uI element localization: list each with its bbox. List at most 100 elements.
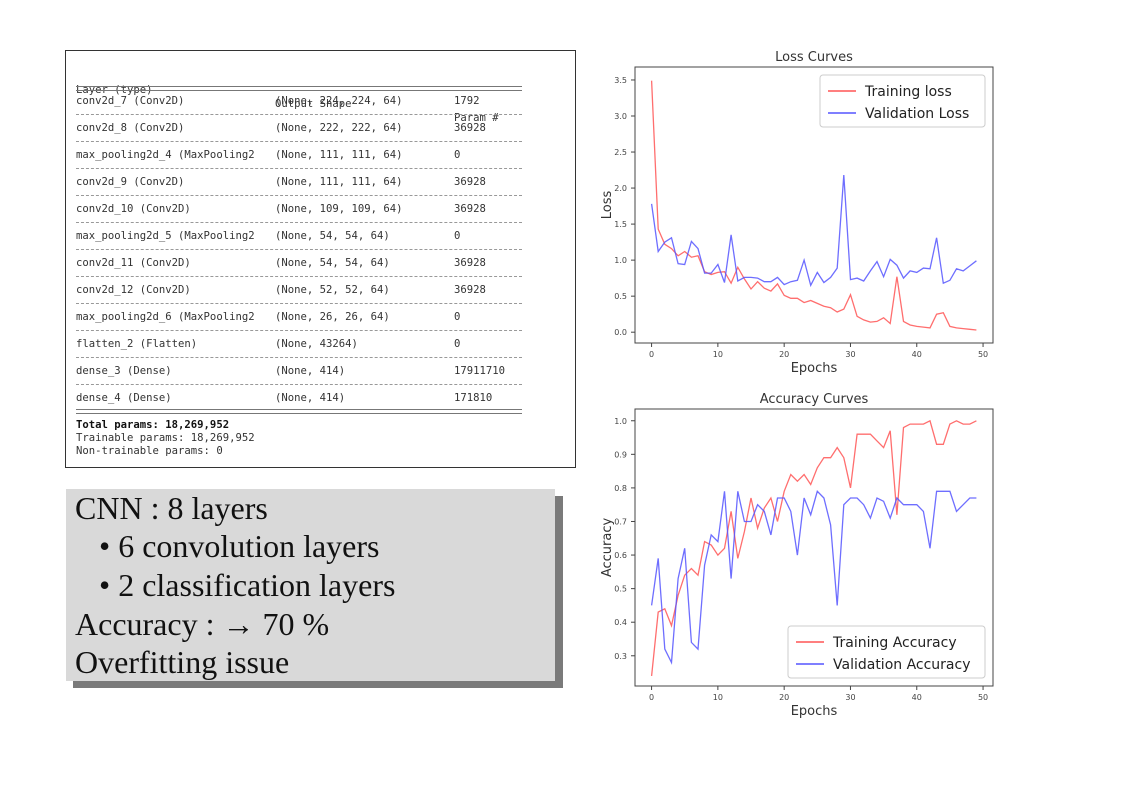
layer-name: conv2d_12 (Conv2D) (76, 284, 191, 296)
summary-row-divider (76, 168, 522, 169)
layer-name: conv2d_7 (Conv2D) (76, 95, 185, 107)
accuracy-y-tick-label: 0.3 (614, 652, 627, 661)
loss-x-tick-label: 10 (713, 350, 723, 359)
layer-output-shape: (None, 224, 224, 64) (275, 95, 403, 107)
layer-name: conv2d_11 (Conv2D) (76, 257, 191, 269)
loss-y-tick-label: 2.0 (614, 184, 627, 193)
summary-footer-divider (76, 409, 522, 414)
loss-x-tick-label: 20 (779, 350, 789, 359)
loss-y-tick-label: 3.5 (614, 76, 627, 85)
non-trainable-params: Non-trainable params: 0 (76, 445, 223, 457)
summary-row-divider (76, 357, 522, 358)
accuracy-y-tick-label: 0.9 (614, 450, 627, 459)
layer-output-shape: (None, 414) (275, 392, 346, 404)
loss-series-training-line (650, 80, 977, 331)
summary-layer-row: dense_3 (Dense) (None, 414) 17911710 (76, 364, 522, 378)
layer-output-shape: (None, 26, 26, 64) (275, 311, 390, 323)
accuracy-x-tick-label: 10 (713, 693, 723, 702)
accuracy-x-tick-label: 30 (845, 693, 855, 702)
notes-bullet-2: • 2 classification layers (99, 567, 396, 603)
layer-name: dense_4 (Dense) (76, 392, 172, 404)
layer-output-shape: (None, 109, 109, 64) (275, 203, 403, 215)
layer-output-shape: (None, 52, 52, 64) (275, 284, 390, 296)
loss-x-tick-label: 40 (912, 350, 922, 359)
layer-param-count: 1792 (454, 95, 480, 107)
summary-row-divider (76, 222, 522, 223)
layer-output-shape: (None, 54, 54, 64) (275, 230, 390, 242)
loss-y-axis-label: Loss (600, 191, 615, 220)
notes-issue: Overfitting issue (75, 644, 290, 680)
loss-plot-area (634, 66, 994, 344)
accuracy-x-tick-label: 0 (649, 693, 654, 702)
loss-y-tick-label: 1.5 (614, 220, 627, 229)
notes-box: CNN : 8 layers • 6 convolution layers • … (66, 489, 555, 681)
loss-legend-box (819, 74, 986, 128)
accuracy-x-tick-label: 40 (912, 693, 922, 702)
header-output-shape: Output Shape (275, 98, 352, 110)
total-params: Total params: 18,269,952 (76, 419, 230, 431)
summary-layer-row: conv2d_12 (Conv2D) (None, 52, 52, 64) 3692… (76, 283, 522, 297)
summary-layer-row: conv2d_8 (Conv2D) (None, 222, 222, 64) 369… (76, 121, 522, 135)
summary-layer-row: max_pooling2d_6 (MaxPooling2 (None, 26, 2… (76, 310, 522, 324)
layer-param-count: 0 (454, 149, 461, 161)
layer-param-count: 36928 (454, 257, 486, 269)
layer-output-shape: (None, 111, 111, 64) (275, 176, 403, 188)
notes-bullet-1-text: 6 convolution layers (118, 528, 380, 564)
layer-name: flatten_2 (Flatten) (76, 338, 198, 350)
layer-output-shape: (None, 111, 111, 64) (275, 149, 403, 161)
accuracy-legend-label: Validation Accuracy (833, 657, 971, 673)
summary-row-divider (76, 276, 522, 277)
accuracy-series-training-line (650, 419, 977, 676)
layer-param-count: 0 (454, 338, 461, 350)
loss-y-tick-label: 0.0 (614, 328, 627, 337)
summary-layer-row: conv2d_11 (Conv2D) (None, 54, 54, 64) 3692… (76, 256, 522, 270)
layer-name: max_pooling2d_4 (MaxPooling2 (76, 149, 255, 161)
summary-layer-row: conv2d_10 (Conv2D) (None, 109, 109, 64) 36… (76, 202, 522, 216)
accuracy-series-validation-line (650, 490, 977, 665)
layer-param-count: 36928 (454, 176, 486, 188)
accuracy-y-tick-label: 0.4 (614, 618, 627, 627)
accuracy-y-tick-label: 0.5 (614, 585, 627, 594)
summary-row-divider (76, 384, 522, 385)
accuracy-legend-label: Training Accuracy (832, 635, 957, 651)
layer-param-count: 36928 (454, 284, 486, 296)
accuracy-x-axis-label: Epochs (791, 704, 838, 719)
loss-y-tick-label: 1.0 (614, 256, 627, 265)
accuracy-y-tick-label: 0.7 (614, 517, 627, 526)
loss-y-tick-label: 2.5 (614, 148, 627, 157)
accuracy-chart-title: Accuracy Curves (760, 392, 869, 407)
layer-param-count: 171810 (454, 392, 493, 404)
layer-name: max_pooling2d_6 (MaxPooling2 (76, 311, 255, 323)
accuracy-y-tick-label: 1.0 (614, 417, 627, 426)
accuracy-legend-box (787, 625, 986, 679)
notes-accuracy: Accuracy : → 70 % (75, 606, 330, 642)
layer-param-count: 36928 (454, 203, 486, 215)
accuracy-y-tick-label: 0.6 (614, 551, 627, 560)
loss-series-validation-line (650, 175, 977, 288)
accuracy-plot-area (634, 408, 994, 687)
loss-legend-label: Training loss (864, 84, 952, 100)
loss-x-axis-label: Epochs (791, 361, 838, 376)
summary-header-divider (76, 86, 522, 91)
summary-row-divider (76, 249, 522, 250)
loss-y-tick-label: 0.5 (614, 292, 627, 301)
layer-param-count: 36928 (454, 122, 486, 134)
summary-header-row: Layer (type) Output Shape Param # (76, 69, 522, 124)
summary-row-divider (76, 114, 522, 115)
notes-bullet-1: • 6 convolution layers (99, 528, 380, 564)
loss-x-tick-label: 30 (845, 350, 855, 359)
summary-row-divider (76, 141, 522, 142)
layer-name: dense_3 (Dense) (76, 365, 172, 377)
summary-layer-row: max_pooling2d_4 (MaxPooling2 (None, 111, … (76, 148, 522, 162)
accuracy-x-tick-label: 50 (978, 693, 988, 702)
summary-layer-row: flatten_2 (Flatten) (None, 43264) 0 (76, 337, 522, 351)
trainable-params: Trainable params: 18,269,952 (76, 432, 255, 444)
accuracy-y-tick-label: 0.8 (614, 484, 627, 493)
model-summary-panel: Layer (type) Output Shape Param # conv2d… (65, 50, 576, 468)
notes-bullet-2-text: 2 classification layers (118, 567, 396, 603)
summary-layer-row: dense_4 (Dense) (None, 414) 171810 (76, 391, 522, 405)
header-param-count: Param # (454, 112, 499, 124)
summary-row-divider (76, 330, 522, 331)
layer-param-count: 0 (454, 311, 461, 323)
layer-name: conv2d_9 (Conv2D) (76, 176, 185, 188)
